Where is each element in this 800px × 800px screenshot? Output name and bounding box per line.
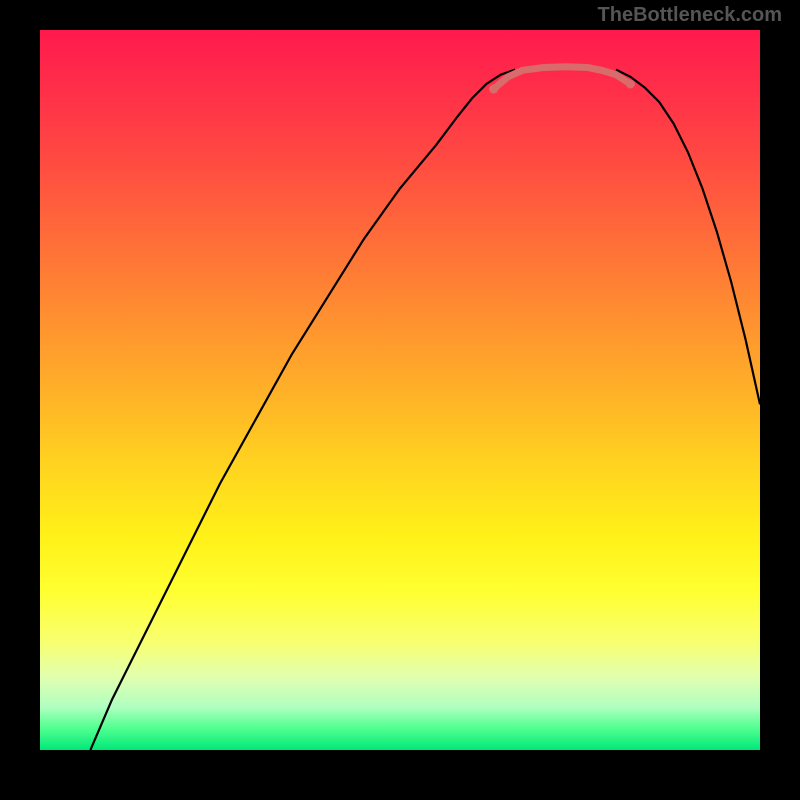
chart-container: TheBottleneck.com bbox=[0, 0, 800, 800]
endpoint-dots bbox=[489, 80, 635, 94]
endpoint-dot bbox=[626, 80, 635, 89]
curves-layer bbox=[40, 30, 760, 750]
plot-area bbox=[40, 30, 760, 750]
left-curve bbox=[90, 70, 515, 750]
endpoint-dot bbox=[489, 85, 498, 94]
right-curve bbox=[616, 70, 760, 405]
watermark-text: TheBottleneck.com bbox=[598, 4, 782, 27]
